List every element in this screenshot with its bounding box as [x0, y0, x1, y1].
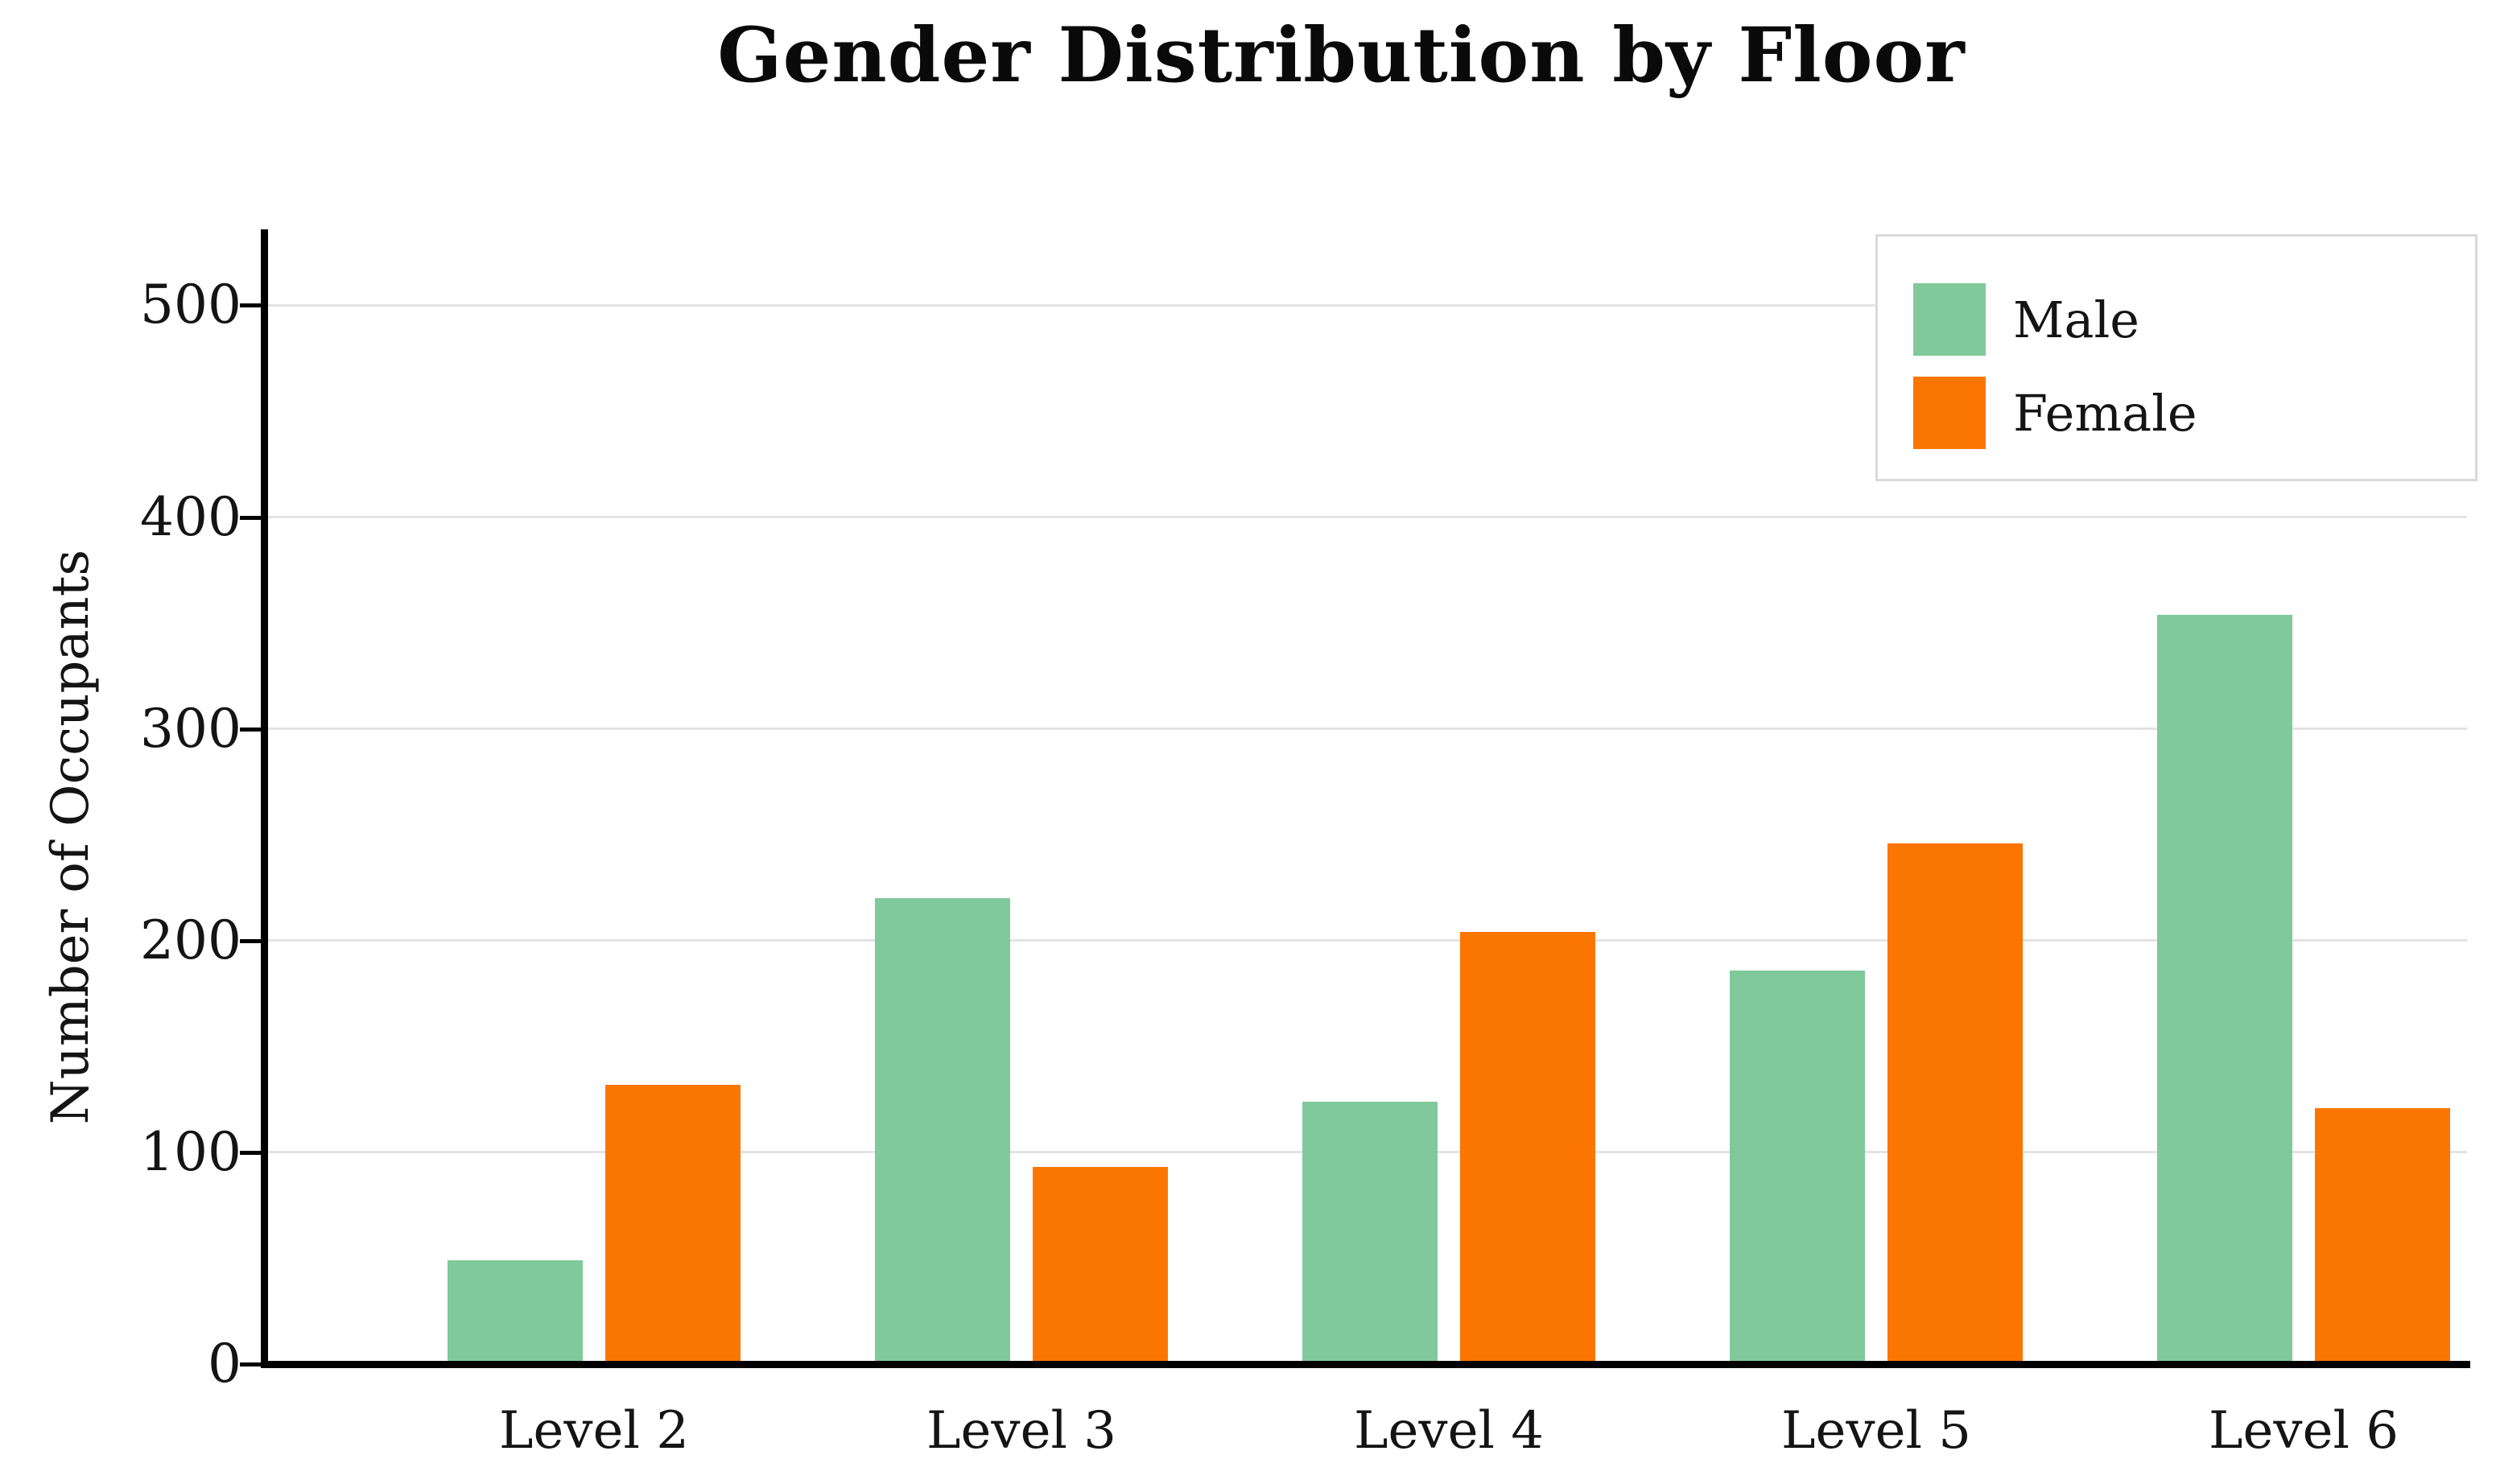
gridline-300	[267, 728, 2467, 731]
y-tick-mark-100	[240, 1150, 261, 1155]
legend-entry-female: Female	[1913, 377, 2475, 449]
bar-female-level-6	[2315, 1108, 2450, 1364]
y-tick-label-400: 400	[140, 485, 241, 548]
bar-female-level-5	[1887, 843, 2023, 1364]
bar-male-level-2	[448, 1260, 583, 1364]
y-tick-label-300: 300	[140, 697, 241, 760]
plot-area	[267, 233, 2467, 1364]
x-tick-label-level-6: Level 6	[2209, 1401, 2399, 1461]
gridline-500	[267, 303, 2467, 307]
y-axis-spine	[261, 229, 268, 1368]
legend-swatch-female	[1913, 377, 1986, 449]
y-tick-mark-400	[240, 515, 261, 520]
bar-female-level-4	[1460, 932, 1595, 1364]
chart-title: Gender Distribution by Floor	[717, 11, 1966, 100]
bar-male-level-4	[1302, 1102, 1438, 1364]
legend: Male Female	[1875, 234, 2477, 481]
y-tick-label-500: 500	[140, 274, 241, 336]
y-tick-mark-0	[240, 1362, 261, 1367]
y-tick-mark-300	[240, 727, 261, 732]
y-tick-mark-200	[240, 938, 261, 943]
bar-female-level-2	[605, 1085, 741, 1364]
legend-label-male: Male	[2013, 290, 2139, 349]
bar-male-level-3	[875, 898, 1010, 1364]
bar-female-level-3	[1033, 1167, 1168, 1364]
x-tick-label-level-2: Level 2	[499, 1401, 689, 1461]
x-axis-spine	[261, 1361, 2470, 1368]
x-tick-label-level-5: Level 5	[1781, 1401, 1971, 1461]
legend-swatch-male	[1913, 283, 1986, 356]
gridline-200	[267, 939, 2467, 942]
y-tick-mark-500	[240, 303, 261, 308]
legend-entry-male: Male	[1913, 283, 2475, 356]
bar-male-level-6	[2157, 615, 2292, 1364]
y-tick-label-200: 200	[140, 909, 241, 971]
y-tick-label-100: 100	[140, 1120, 241, 1183]
y-tick-label-0: 0	[208, 1333, 241, 1395]
legend-label-female: Female	[2013, 383, 2197, 443]
y-axis-title: Number of Occupants	[41, 549, 101, 1125]
gridline-400	[267, 516, 2467, 519]
x-tick-label-level-4: Level 4	[1354, 1401, 1544, 1461]
bar-male-level-5	[1730, 971, 1865, 1364]
x-tick-label-level-3: Level 3	[926, 1401, 1116, 1461]
